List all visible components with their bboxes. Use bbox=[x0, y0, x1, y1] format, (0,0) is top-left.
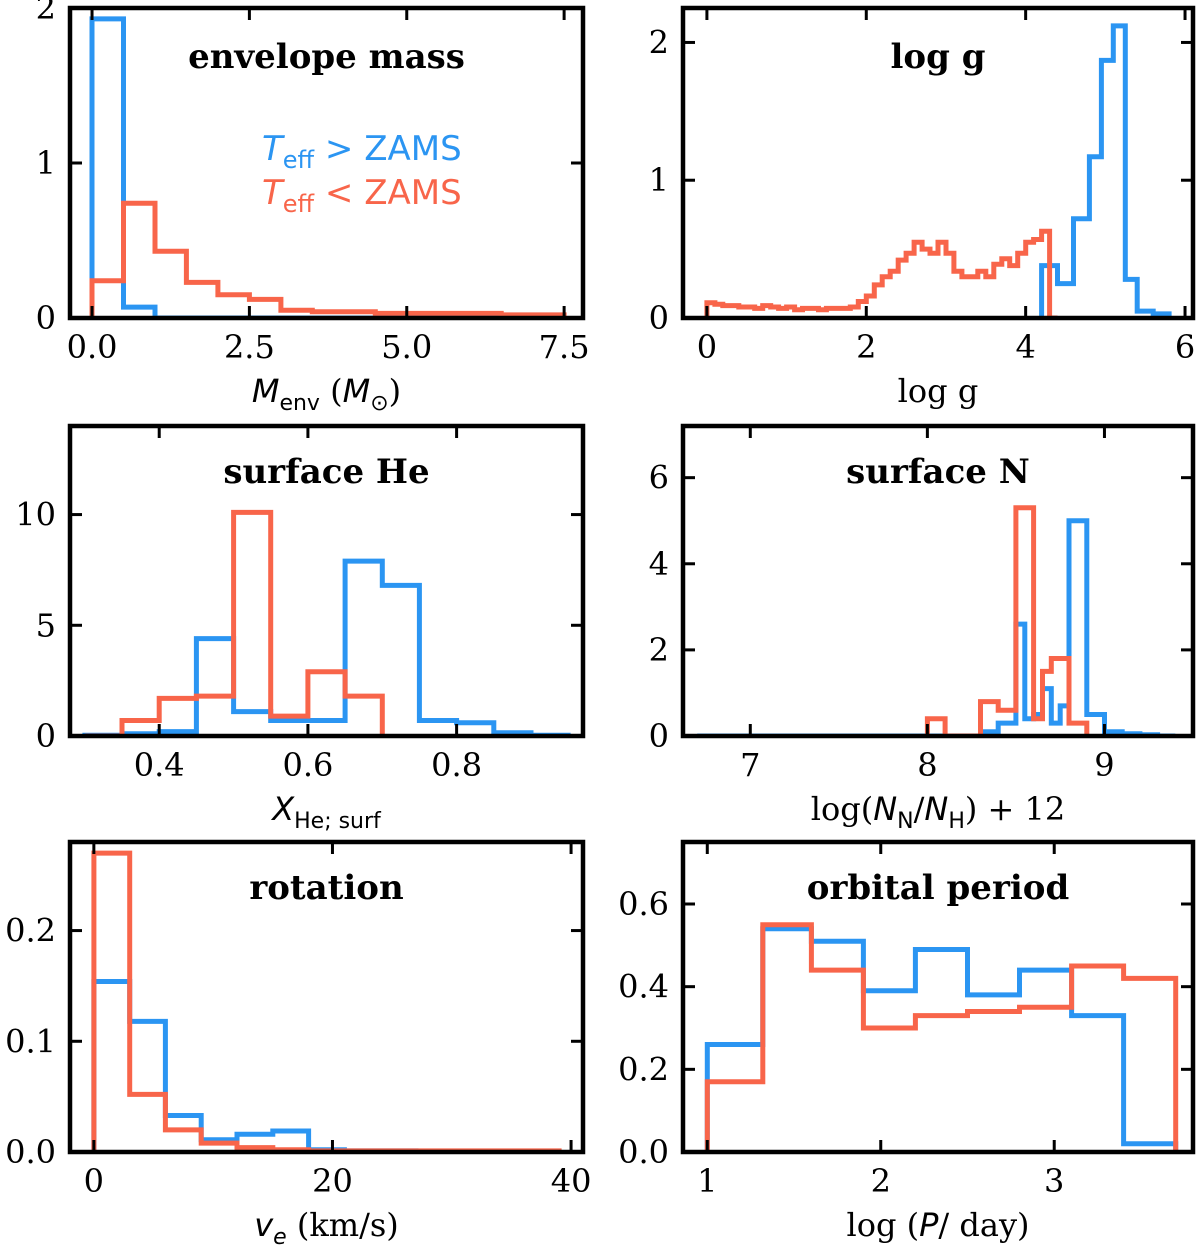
y-tick-label: 1 bbox=[649, 161, 669, 199]
y-tick-label: 2 bbox=[649, 631, 669, 669]
y-tick-label: 0 bbox=[36, 717, 56, 755]
hist-teff-below-zams bbox=[924, 505, 1090, 736]
y-tick-label: 5 bbox=[36, 606, 56, 644]
x-axis-label: log (P/ day) bbox=[846, 1206, 1029, 1244]
x-tick-label: 2 bbox=[871, 1162, 891, 1200]
y-tick-label: 0.1 bbox=[5, 1022, 56, 1060]
x-axis-label: XHe; surf bbox=[270, 790, 382, 834]
panel-envelope-mass: 0.0 2.5 5.0 7.5 0 1 2 envelope mass Menv (M⊙) bbox=[36, 0, 590, 416]
axes-frame bbox=[680, 839, 1196, 1155]
y-tick-label: 6 bbox=[649, 459, 669, 497]
panel-title: orbital period bbox=[807, 868, 1069, 908]
legend-teff-above-zams: Teff > ZAMS bbox=[262, 129, 462, 174]
x-tick-label: 0 bbox=[697, 328, 717, 366]
x-tick-label: 0.0 bbox=[67, 328, 118, 366]
axes-frame bbox=[67, 423, 586, 739]
panel-surface-he: 0.4 0.6 0.8 0 5 10 surface He XHe; surf bbox=[15, 423, 586, 834]
hist-teff-below-zams bbox=[704, 922, 1179, 1152]
hist-teff-below-zams bbox=[704, 228, 1058, 318]
x-axis-label: log(NN/NH) + 12 bbox=[811, 790, 1066, 834]
x-tick-label: 4 bbox=[1015, 328, 1035, 366]
x-tick-label: 1 bbox=[697, 1162, 717, 1200]
panel-title: log g bbox=[891, 37, 986, 77]
x-tick-label: 0.6 bbox=[282, 746, 333, 784]
panel-title: rotation bbox=[249, 868, 403, 908]
axes-frame bbox=[680, 423, 1196, 739]
panel-rotation: 0 20 40 0.0 0.1 0.2 rotation ve (km/s) bbox=[5, 839, 592, 1246]
x-tick-label: 7.5 bbox=[539, 328, 590, 366]
panel-log-g: 0 2 4 6 0 1 2 log g log g bbox=[649, 5, 1196, 410]
y-tick-label: 2 bbox=[649, 23, 669, 61]
hist-teff-above-zams bbox=[697, 518, 1176, 736]
y-tick-label: 0 bbox=[649, 299, 669, 337]
x-tick-label: 3 bbox=[1044, 1162, 1064, 1200]
y-tick-label: 0.6 bbox=[618, 885, 669, 923]
y-tick-label: 4 bbox=[649, 545, 669, 583]
y-tick-label: 1 bbox=[36, 144, 56, 182]
y-tick-label: 0.2 bbox=[618, 1050, 669, 1088]
y-tick-label: 0.0 bbox=[618, 1133, 669, 1171]
panel-title: surface N bbox=[846, 452, 1030, 492]
y-tick-label: 10 bbox=[15, 496, 56, 534]
hist-teff-above-zams bbox=[704, 926, 1179, 1152]
x-tick-label: 40 bbox=[551, 1162, 592, 1200]
x-tick-label: 2 bbox=[856, 328, 876, 366]
axes-frame bbox=[67, 839, 586, 1155]
y-tick-label: 2 bbox=[36, 0, 56, 27]
x-tick-label: 2.5 bbox=[224, 328, 275, 366]
x-axis-label: ve (km/s) bbox=[254, 1206, 399, 1246]
x-tick-label: 6 bbox=[1175, 328, 1195, 366]
y-tick-label: 0.2 bbox=[5, 912, 56, 950]
x-tick-label: 5.0 bbox=[381, 328, 432, 366]
hist-teff-above-zams bbox=[1039, 23, 1172, 318]
x-tick-label: 7 bbox=[740, 746, 760, 784]
x-tick-label: 0.8 bbox=[431, 746, 482, 784]
y-tick-label: 0.0 bbox=[5, 1133, 56, 1171]
hist-teff-above-zams bbox=[91, 979, 560, 1152]
x-axis-label: log g bbox=[898, 372, 979, 410]
hist-teff-below-zams bbox=[84, 509, 385, 736]
y-tick-label: 0 bbox=[36, 299, 56, 337]
x-tick-label: 8 bbox=[917, 746, 937, 784]
panel-title: envelope mass bbox=[188, 37, 465, 77]
y-tick-label: 0 bbox=[649, 717, 669, 755]
panel-title: surface He bbox=[223, 452, 429, 492]
hist-teff-below-zams bbox=[89, 200, 567, 318]
x-tick-label: 0.4 bbox=[134, 746, 185, 784]
x-tick-label: 0 bbox=[84, 1162, 104, 1200]
panel-surface-n: 7 8 9 0 2 4 6 surface N log(NN/NH) + 12 bbox=[649, 423, 1196, 834]
y-tick-label: 0.4 bbox=[618, 968, 669, 1006]
x-tick-label: 9 bbox=[1094, 746, 1114, 784]
panel-orbital-period: 1 2 3 0.0 0.2 0.4 0.6 orbital period log (P/ day… bbox=[618, 839, 1196, 1244]
legend-teff-below-zams: Teff < ZAMS bbox=[262, 173, 462, 218]
x-axis-label: Menv (M⊙) bbox=[252, 372, 401, 416]
hist-teff-above-zams bbox=[89, 16, 565, 318]
x-tick-label: 20 bbox=[312, 1162, 353, 1200]
axes-frame bbox=[680, 5, 1196, 321]
